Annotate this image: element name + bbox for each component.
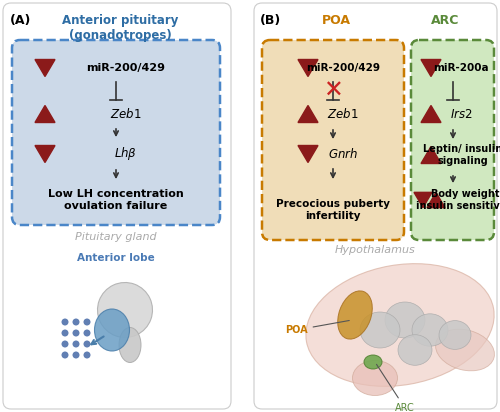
Text: Anterior pituitary
(gonadotropes): Anterior pituitary (gonadotropes) bbox=[62, 14, 178, 42]
Text: Low LH concentration
ovulation failure: Low LH concentration ovulation failure bbox=[48, 189, 184, 211]
Text: miR-200/429: miR-200/429 bbox=[86, 63, 166, 73]
Ellipse shape bbox=[338, 291, 372, 339]
Polygon shape bbox=[421, 59, 441, 77]
Circle shape bbox=[62, 340, 68, 347]
Polygon shape bbox=[298, 59, 318, 77]
Ellipse shape bbox=[439, 321, 471, 349]
FancyBboxPatch shape bbox=[262, 40, 404, 240]
Ellipse shape bbox=[364, 355, 382, 369]
Text: Pituitary gland: Pituitary gland bbox=[75, 232, 157, 242]
Polygon shape bbox=[298, 145, 318, 162]
FancyBboxPatch shape bbox=[12, 40, 220, 225]
Polygon shape bbox=[298, 105, 318, 122]
Polygon shape bbox=[35, 59, 55, 77]
Polygon shape bbox=[35, 105, 55, 122]
Polygon shape bbox=[421, 147, 441, 164]
Text: $\mathit{Lh\beta}$: $\mathit{Lh\beta}$ bbox=[114, 145, 138, 162]
Ellipse shape bbox=[398, 335, 432, 365]
Circle shape bbox=[84, 340, 90, 347]
Ellipse shape bbox=[306, 264, 494, 386]
Ellipse shape bbox=[436, 329, 494, 371]
Circle shape bbox=[84, 318, 90, 325]
Ellipse shape bbox=[360, 312, 400, 348]
Text: ✕: ✕ bbox=[323, 79, 343, 103]
Ellipse shape bbox=[385, 302, 425, 338]
Circle shape bbox=[72, 330, 80, 337]
Polygon shape bbox=[421, 105, 441, 122]
Text: POA: POA bbox=[285, 321, 350, 335]
Circle shape bbox=[72, 351, 80, 358]
Polygon shape bbox=[35, 145, 55, 162]
Text: Hypothalamus: Hypothalamus bbox=[334, 245, 415, 255]
Ellipse shape bbox=[98, 283, 152, 337]
Text: Precocious puberty
infertility: Precocious puberty infertility bbox=[276, 199, 390, 221]
FancyBboxPatch shape bbox=[254, 3, 497, 409]
Circle shape bbox=[84, 330, 90, 337]
Ellipse shape bbox=[94, 309, 130, 351]
Circle shape bbox=[62, 330, 68, 337]
Circle shape bbox=[62, 318, 68, 325]
Circle shape bbox=[72, 340, 80, 347]
FancyBboxPatch shape bbox=[3, 3, 231, 409]
Text: $\mathit{Zeb1}$: $\mathit{Zeb1}$ bbox=[110, 107, 142, 121]
Circle shape bbox=[62, 351, 68, 358]
Circle shape bbox=[72, 318, 80, 325]
Ellipse shape bbox=[119, 328, 141, 363]
Text: miR-200a: miR-200a bbox=[433, 63, 489, 73]
Text: ARC: ARC bbox=[431, 14, 459, 27]
Text: Body weight
insulin sensitivity: Body weight insulin sensitivity bbox=[416, 189, 500, 211]
Text: $\mathit{Zeb1}$: $\mathit{Zeb1}$ bbox=[328, 107, 358, 121]
Ellipse shape bbox=[352, 360, 398, 396]
Polygon shape bbox=[427, 192, 445, 208]
Text: POA: POA bbox=[322, 14, 350, 27]
Ellipse shape bbox=[412, 314, 448, 346]
Text: ARC: ARC bbox=[376, 364, 415, 412]
Text: miR-200/429: miR-200/429 bbox=[306, 63, 380, 73]
FancyBboxPatch shape bbox=[411, 40, 494, 240]
Circle shape bbox=[84, 351, 90, 358]
Text: $\mathit{Gnrh}$: $\mathit{Gnrh}$ bbox=[328, 147, 358, 161]
Text: Leptin/ insulin
signaling: Leptin/ insulin signaling bbox=[424, 144, 500, 166]
Polygon shape bbox=[414, 192, 432, 208]
Text: Anterior lobe: Anterior lobe bbox=[77, 253, 155, 263]
Text: $\mathit{Irs2}$: $\mathit{Irs2}$ bbox=[450, 108, 472, 120]
Text: (A): (A) bbox=[10, 14, 32, 27]
Text: (B): (B) bbox=[260, 14, 281, 27]
